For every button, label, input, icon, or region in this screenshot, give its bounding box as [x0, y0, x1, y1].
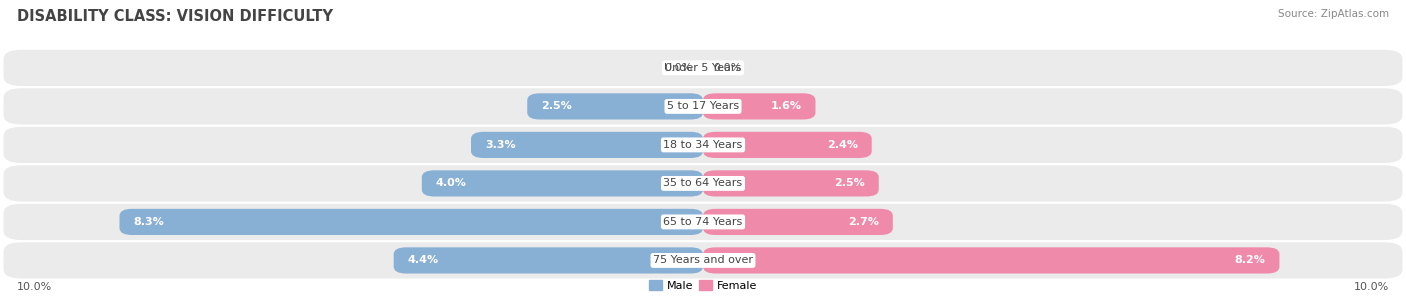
Text: 75 Years and over: 75 Years and over — [652, 255, 754, 265]
FancyBboxPatch shape — [703, 93, 815, 119]
Text: 2.4%: 2.4% — [827, 140, 858, 150]
Text: 2.5%: 2.5% — [834, 178, 865, 188]
FancyBboxPatch shape — [527, 93, 703, 119]
Text: 0.0%: 0.0% — [664, 63, 693, 73]
Text: 2.5%: 2.5% — [541, 102, 572, 111]
FancyBboxPatch shape — [394, 247, 703, 274]
FancyBboxPatch shape — [4, 88, 1402, 125]
Text: 0.0%: 0.0% — [713, 63, 742, 73]
Text: 3.3%: 3.3% — [485, 140, 516, 150]
FancyBboxPatch shape — [120, 209, 703, 235]
Text: 5 to 17 Years: 5 to 17 Years — [666, 102, 740, 111]
FancyBboxPatch shape — [4, 165, 1402, 202]
FancyBboxPatch shape — [703, 170, 879, 196]
Text: 4.4%: 4.4% — [408, 255, 439, 265]
FancyBboxPatch shape — [703, 209, 893, 235]
Text: 8.3%: 8.3% — [134, 217, 165, 227]
FancyBboxPatch shape — [4, 127, 1402, 163]
Text: 2.7%: 2.7% — [848, 217, 879, 227]
FancyBboxPatch shape — [4, 242, 1402, 278]
Text: 4.0%: 4.0% — [436, 178, 467, 188]
FancyBboxPatch shape — [471, 132, 703, 158]
Text: Under 5 Years: Under 5 Years — [665, 63, 741, 73]
Text: 10.0%: 10.0% — [1354, 282, 1389, 292]
Text: 35 to 64 Years: 35 to 64 Years — [664, 178, 742, 188]
FancyBboxPatch shape — [4, 204, 1402, 240]
Text: DISABILITY CLASS: VISION DIFFICULTY: DISABILITY CLASS: VISION DIFFICULTY — [17, 9, 333, 24]
FancyBboxPatch shape — [703, 132, 872, 158]
Text: Source: ZipAtlas.com: Source: ZipAtlas.com — [1278, 9, 1389, 19]
Text: 10.0%: 10.0% — [17, 282, 52, 292]
FancyBboxPatch shape — [703, 247, 1279, 274]
FancyBboxPatch shape — [422, 170, 703, 196]
Text: 18 to 34 Years: 18 to 34 Years — [664, 140, 742, 150]
Legend: Male, Female: Male, Female — [644, 276, 762, 295]
Text: 8.2%: 8.2% — [1234, 255, 1265, 265]
FancyBboxPatch shape — [4, 50, 1402, 86]
Text: 65 to 74 Years: 65 to 74 Years — [664, 217, 742, 227]
Text: 1.6%: 1.6% — [770, 102, 801, 111]
